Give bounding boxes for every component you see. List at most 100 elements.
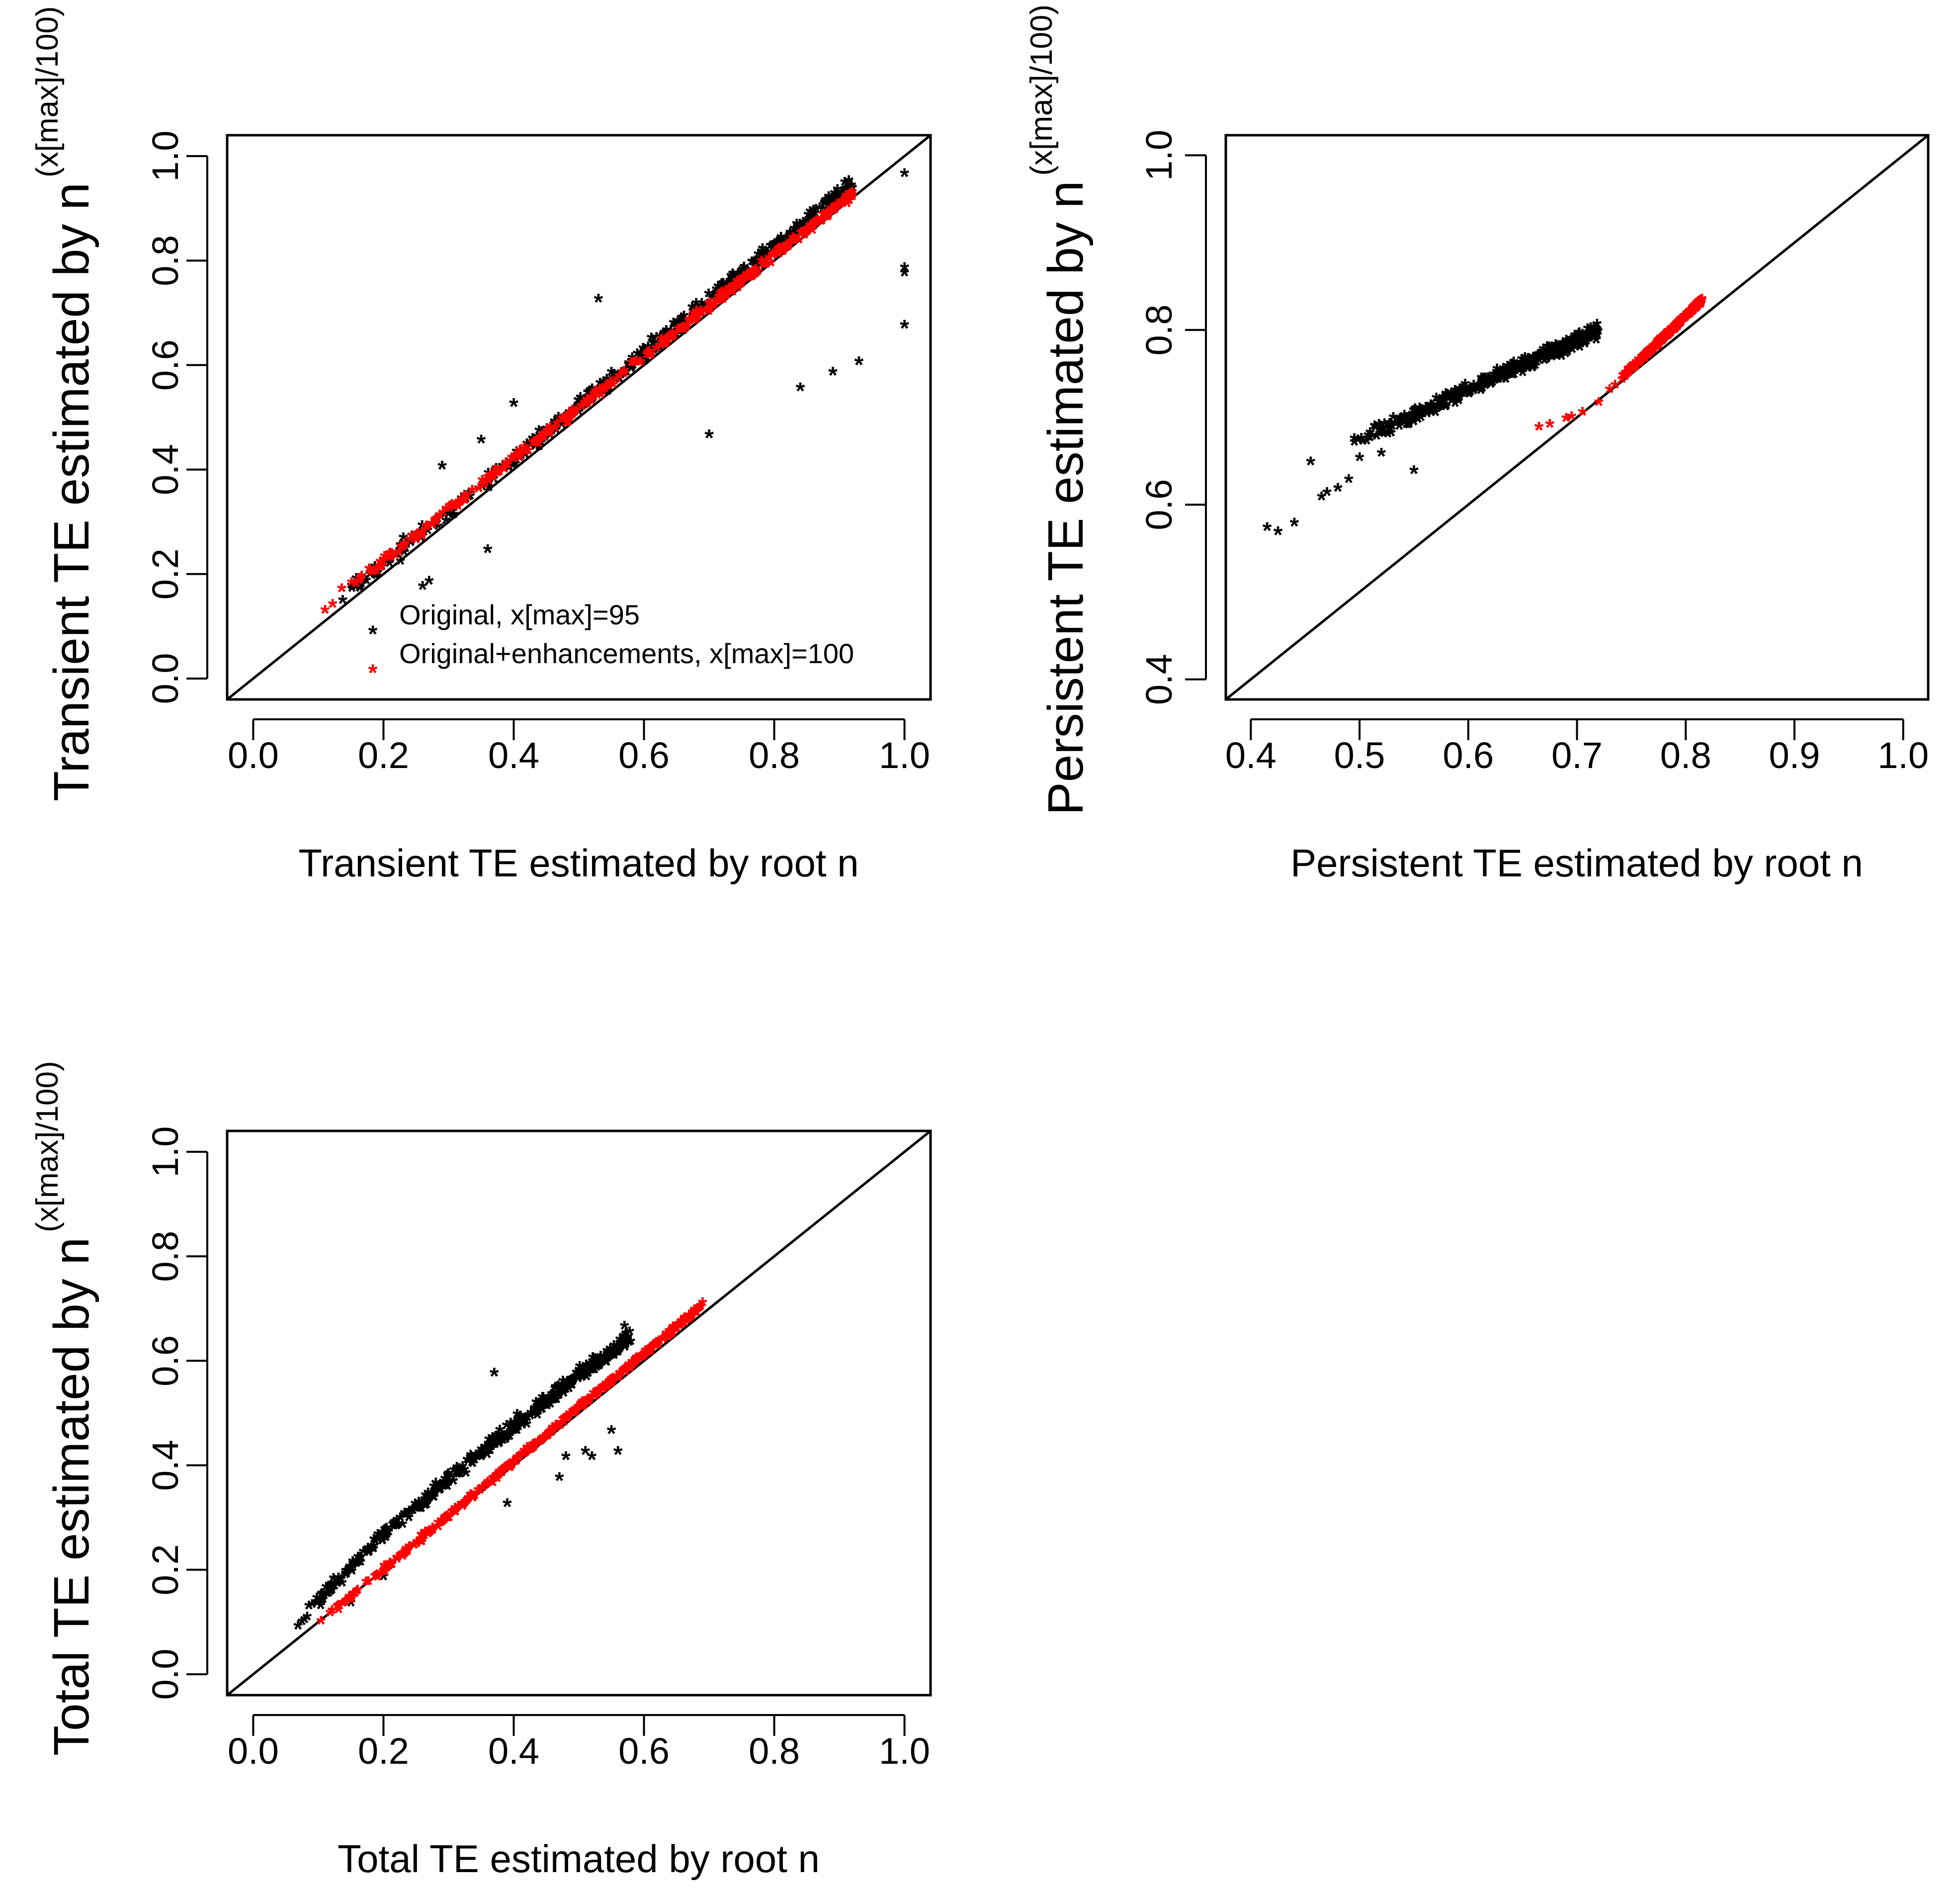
point-original: * (807, 208, 816, 234)
point-original: * (1483, 371, 1492, 398)
point-original: * (1544, 343, 1554, 369)
point-original: * (757, 242, 767, 268)
point-original: * (1274, 522, 1283, 548)
point-original: * (534, 437, 544, 463)
point-original: * (1564, 338, 1574, 364)
point-original: * (1484, 372, 1494, 398)
point-enhanced: * (540, 424, 549, 450)
point-original: * (1497, 363, 1506, 390)
point-original: * (1385, 414, 1394, 440)
point-original: * (1417, 400, 1426, 426)
point-original: * (1534, 347, 1543, 374)
point-original: * (811, 199, 821, 226)
point-original: * (1394, 411, 1404, 437)
point-original: * (1322, 483, 1332, 509)
point-enhanced: * (583, 391, 592, 417)
point-original: * (610, 365, 619, 392)
point-original: * (1306, 452, 1315, 479)
point-original: * (373, 563, 382, 590)
point-original: * (1529, 347, 1538, 373)
point-enhanced: * (829, 201, 838, 227)
point-original: * (550, 419, 560, 445)
point-enhanced: * (361, 1572, 371, 1598)
point-original: * (762, 243, 771, 269)
point-enhanced: * (780, 239, 789, 265)
point-enhanced: * (514, 444, 523, 470)
point-original: * (1425, 401, 1434, 428)
point-enhanced: * (670, 326, 679, 352)
point-enhanced: * (817, 211, 826, 238)
point-original: * (441, 511, 451, 537)
y-axis: 0.0 0.2 0.4 0.6 0.8 1.0 (145, 131, 208, 704)
point-original: * (1387, 417, 1397, 443)
point-original: * (432, 513, 441, 539)
point-enhanced: * (693, 307, 703, 333)
point-original: * (674, 315, 683, 342)
point-original: * (757, 246, 766, 272)
point-original: * (479, 474, 488, 501)
point-enhanced: * (715, 290, 725, 316)
point-original: * (1372, 427, 1381, 453)
point-original: * (1477, 379, 1486, 405)
point-enhanced: * (427, 515, 437, 541)
point-enhanced: * (682, 318, 691, 344)
point-original: * (1473, 377, 1482, 403)
point-original: * (769, 243, 779, 269)
point-original: * (1555, 340, 1565, 366)
point-enhanced: * (478, 475, 488, 501)
point-original: * (646, 343, 656, 369)
point-original: * (1550, 340, 1559, 366)
point-original: * (1498, 366, 1507, 392)
point-original: * (1529, 349, 1538, 375)
point-original: * (1541, 343, 1551, 369)
point-original: * (726, 275, 735, 302)
point-original: * (1499, 361, 1508, 388)
point-original: * (1578, 332, 1588, 358)
point-enhanced: * (667, 326, 676, 352)
point-original: * (407, 530, 417, 557)
x-tick-label: 1.0 (879, 1730, 930, 1772)
point-enhanced: * (520, 437, 529, 463)
point-enhanced: * (562, 409, 571, 435)
point-original: * (734, 265, 744, 292)
point-enhanced: * (386, 544, 396, 571)
point-original: * (347, 576, 356, 602)
point-original: * (1472, 377, 1482, 404)
data-points: ****************************************… (1263, 289, 1707, 548)
point-original: * (712, 283, 721, 309)
point-original: * (810, 204, 820, 230)
point-original: * (640, 345, 650, 372)
point-original: * (738, 264, 747, 291)
point-original: * (1504, 359, 1513, 385)
point-enhanced: * (564, 409, 574, 435)
point-enhanced: * (787, 231, 797, 258)
point-enhanced: * (545, 420, 554, 446)
point-enhanced: * (802, 220, 811, 247)
point-original: * (772, 239, 782, 265)
point-original: * (613, 1442, 623, 1468)
point-enhanced: * (413, 524, 422, 550)
point-original: * (653, 341, 663, 367)
point-original: * (1476, 375, 1485, 402)
point-enhanced: * (583, 392, 593, 419)
point-original: * (792, 214, 801, 241)
point-original: * (545, 425, 554, 451)
point-original: * (1571, 328, 1581, 354)
point-original: * (1561, 337, 1570, 363)
point-original: * (528, 429, 537, 455)
point-original: * (690, 300, 700, 326)
point-enhanced: * (428, 1521, 437, 1547)
point-original: * (525, 434, 535, 460)
point-enhanced: * (760, 255, 769, 281)
point-original: * (433, 509, 442, 535)
point-enhanced: * (799, 223, 809, 250)
point-enhanced: * (417, 525, 426, 552)
x-axis: 0.0 0.2 0.4 0.6 0.8 1.0 (228, 718, 930, 776)
point-original: * (1590, 321, 1599, 347)
point-enhanced: * (539, 425, 549, 451)
point-original: * (1463, 382, 1473, 408)
point-enhanced: * (713, 292, 723, 318)
point-original: * (1454, 384, 1464, 410)
point-original: * (713, 277, 723, 303)
point-original: * (1407, 405, 1417, 431)
